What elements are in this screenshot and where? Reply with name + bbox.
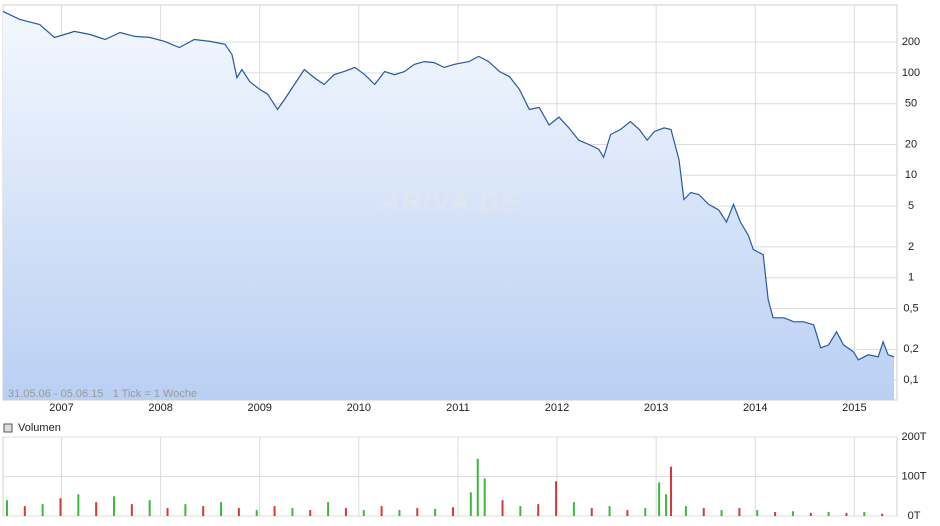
volume-bar	[59, 498, 62, 516]
legend-swatch	[3, 423, 13, 433]
volume-bar	[590, 508, 593, 516]
volume-bar	[95, 502, 98, 516]
volume-bar	[670, 466, 673, 516]
volume-bar	[451, 507, 454, 516]
volume-bar	[845, 512, 848, 516]
annotation: 31.05.06 - 05.06.15 1 Tick = 1 Woche	[8, 388, 197, 400]
volume-bar	[665, 494, 668, 516]
volume-bar	[501, 500, 504, 516]
volume-bar	[344, 508, 347, 516]
volume-bar	[220, 502, 223, 516]
volume-bar	[237, 508, 240, 516]
volume-bar	[327, 502, 330, 516]
volume-bar	[519, 506, 522, 516]
volume-bar	[483, 478, 486, 516]
volume-bar	[756, 510, 759, 516]
volume-bar	[41, 504, 44, 516]
volume-bar	[469, 492, 472, 516]
volume-bar	[184, 504, 187, 516]
y-tick-label: 10	[905, 169, 917, 181]
volume-bar	[720, 510, 723, 516]
volume-bar	[202, 506, 205, 516]
x-tick-label: 2009	[247, 402, 271, 414]
volume-bar	[255, 510, 258, 516]
volume-bar	[434, 508, 437, 516]
volume-bar	[644, 508, 647, 516]
y-tick-label: 2	[908, 241, 914, 253]
y-tick-label: 100T	[901, 470, 926, 482]
volume-bar	[863, 512, 866, 516]
x-tick-label: 2015	[842, 402, 866, 414]
volume-bar	[791, 511, 794, 516]
y-tick-label: 50	[905, 98, 917, 110]
x-tick-label: 2008	[148, 402, 172, 414]
volume-bar	[555, 481, 558, 516]
y-tick-label: 5	[908, 200, 914, 212]
volume-bar	[309, 510, 312, 516]
y-tick-label: 0,2	[903, 343, 918, 355]
x-tick-label: 2011	[446, 402, 470, 414]
y-tick-label: 100	[902, 67, 920, 79]
legend-label: Volumen	[18, 422, 61, 434]
volume-bar	[398, 510, 401, 516]
volume-bar	[148, 500, 151, 516]
volume-bar	[113, 496, 116, 516]
volume-bar	[273, 506, 276, 516]
y-tick-label: 0,5	[903, 302, 918, 314]
x-tick-label: 2014	[743, 402, 767, 414]
volume-bar	[658, 482, 661, 516]
y-tick-label: 200	[902, 36, 920, 48]
volume-bar	[130, 504, 133, 516]
x-tick-label: 2013	[644, 402, 668, 414]
watermark: ARIVA.DE	[379, 185, 520, 216]
y-tick-label: 1	[908, 272, 914, 284]
volume-bar	[5, 500, 8, 516]
volume-bar	[626, 510, 629, 516]
x-tick-label: 2012	[545, 402, 569, 414]
volume-bar	[572, 502, 575, 516]
volume-bar	[827, 512, 830, 516]
volume-bar	[608, 506, 611, 516]
volume-bar	[738, 508, 741, 516]
volume-bar	[881, 513, 884, 516]
volume-bar	[476, 458, 479, 516]
volume-bar	[380, 506, 383, 516]
volume-bar	[362, 510, 365, 516]
y-tick-label: 0T	[908, 510, 921, 522]
volume-bar	[774, 512, 777, 516]
volume-bar	[416, 508, 419, 516]
volume-bar	[291, 508, 294, 516]
volume-bar	[23, 506, 26, 516]
volume-bar	[166, 508, 169, 516]
y-tick-label: 0,1	[903, 374, 918, 386]
volume-bar	[77, 494, 80, 516]
price-line	[2, 10, 895, 361]
y-tick-label: 200T	[901, 431, 926, 443]
area	[3, 11, 894, 401]
volume-bar	[684, 506, 687, 516]
volume-bar	[537, 504, 540, 516]
volume-bar	[809, 512, 812, 516]
x-tick-label: 2007	[49, 402, 73, 414]
y-tick-label: 20	[905, 138, 917, 150]
volume-bar	[702, 508, 705, 516]
x-tick-label: 2010	[347, 402, 371, 414]
